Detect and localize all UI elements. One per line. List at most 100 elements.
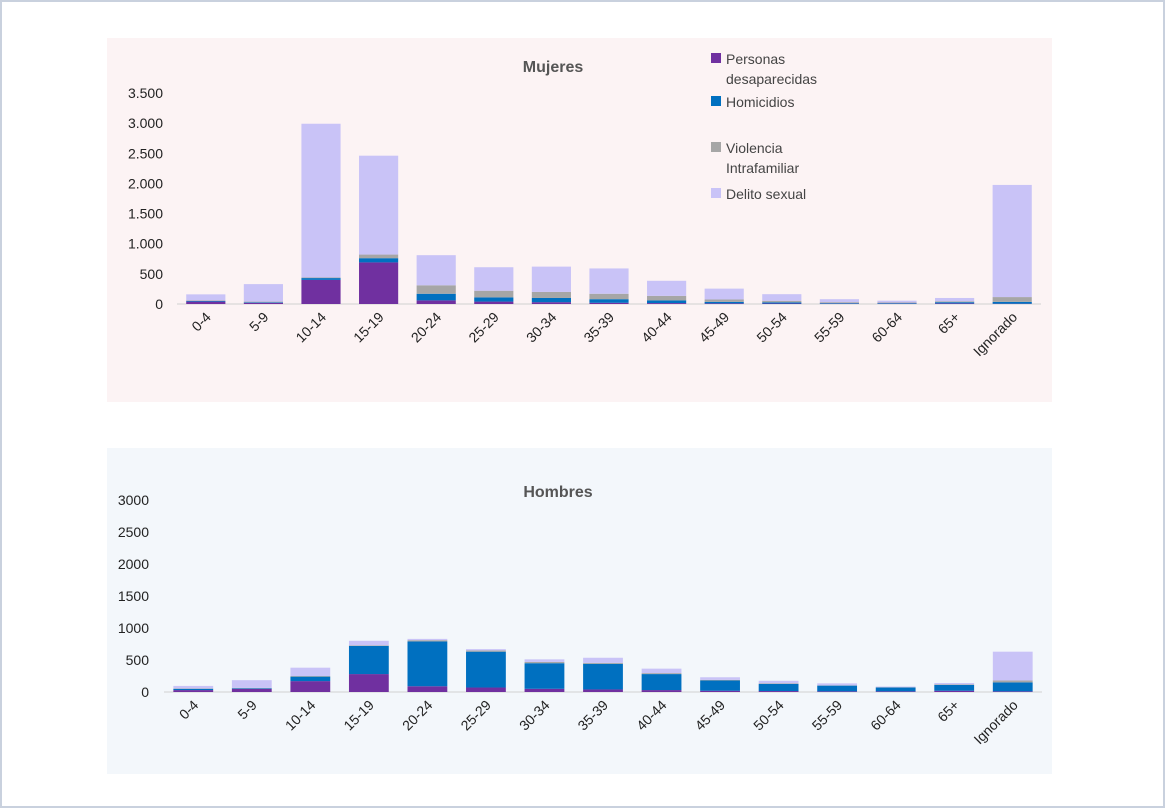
bar-hombres-35-39-s2 [583, 662, 623, 664]
bar-mujeres-10-14-s2 [301, 277, 341, 279]
x-tick-label: 25-29 [465, 309, 502, 346]
bar-hombres-0-4-s0 [173, 690, 214, 692]
bar-mujeres-15-19-s3 [359, 155, 399, 255]
bar-hombres-65+-s3 [934, 683, 975, 685]
y-tick-label: 3.500 [128, 85, 163, 101]
y-tick-label: 3.000 [128, 115, 163, 131]
bar-mujeres-5-9-s3 [243, 284, 283, 302]
bar-hombres-25-29-s1 [466, 651, 506, 688]
y-tick-label: 500 [126, 652, 150, 668]
bar-mujeres-25-29-s1 [474, 297, 514, 302]
bar-mujeres-35-39-s1 [589, 299, 629, 303]
bar-mujeres-45-49-s0 [704, 303, 744, 304]
bar-mujeres-60-64-s2 [877, 302, 917, 304]
legend-swatch-0 [711, 53, 721, 63]
bar-mujeres-30-34-s2 [531, 291, 571, 298]
bar-hombres-40-44-s2 [641, 673, 682, 675]
bar-hombres-30-34-s0 [524, 688, 565, 692]
bar-hombres-50-54-s2 [758, 683, 799, 684]
x-tick-label: Ignorado [970, 697, 1021, 748]
bar-mujeres-50-54-s3 [762, 294, 802, 301]
bar-mujeres-10-14-s3 [301, 123, 341, 278]
bar-hombres-40-44-s3 [641, 668, 682, 674]
bar-mujeres-0-4-s0 [186, 301, 226, 304]
bar-mujeres-65+-s3 [935, 297, 975, 302]
bar-mujeres-45-49-s2 [704, 299, 744, 302]
x-tick-label: 40-44 [638, 309, 675, 346]
bar-hombres-60-64-s3 [875, 686, 916, 688]
bar-hombres-20-24-s0 [407, 686, 448, 692]
x-tick-label: 10-14 [292, 309, 329, 346]
bar-hombres-25-29-s3 [466, 649, 506, 651]
legend-label-1: Homicidios [726, 94, 794, 110]
bar-hombres-Ignorado-s3 [992, 651, 1033, 681]
bar-hombres-55-59-s0 [817, 691, 858, 692]
x-tick-label: 60-64 [867, 697, 904, 734]
bar-mujeres-5-9-s1 [243, 302, 283, 303]
bar-mujeres-50-54-s1 [762, 302, 802, 304]
x-tick-label: 45-49 [692, 697, 729, 734]
x-tick-label: 55-59 [809, 697, 846, 734]
bar-mujeres-55-59-s2 [819, 302, 859, 304]
legend-label-3: Delito sexual [726, 186, 806, 202]
x-tick-label: 60-64 [868, 309, 905, 346]
bar-mujeres-0-4-s3 [186, 294, 226, 301]
y-tick-label: 2500 [118, 524, 149, 540]
bar-mujeres-20-24-s1 [416, 293, 456, 301]
bar-hombres-20-24-s1 [407, 641, 448, 687]
y-tick-label: 2.000 [128, 175, 163, 191]
y-tick-label: 1500 [118, 588, 149, 604]
legend-swatch-2 [711, 142, 721, 152]
legend-label-2: Violencia [726, 140, 783, 156]
x-tick-label: 65+ [934, 697, 962, 725]
x-tick-label: 40-44 [633, 697, 670, 734]
bar-hombres-30-34-s2 [524, 661, 565, 664]
bar-mujeres-0-4-s2 [186, 300, 226, 301]
y-tick-label: 0 [155, 296, 163, 312]
bar-mujeres-5-9-s0 [243, 302, 283, 304]
bar-hombres-50-54-s0 [758, 691, 799, 692]
bar-mujeres-55-59-s1 [819, 303, 859, 304]
bar-hombres-30-34-s1 [524, 663, 565, 689]
bar-mujeres-Ignorado-s1 [992, 301, 1032, 304]
x-tick-label: 10-14 [282, 697, 319, 734]
bar-hombres-50-54-s3 [758, 680, 799, 684]
bar-mujeres-65+-s2 [935, 301, 975, 303]
bar-mujeres-60-64-s3 [877, 300, 917, 303]
bar-mujeres-25-29-s2 [474, 290, 514, 298]
bar-hombres-65+-s0 [934, 690, 975, 692]
bar-hombres-25-29-s2 [466, 650, 506, 652]
x-tick-label: 20-24 [399, 697, 436, 734]
bar-mujeres-50-54-s2 [762, 300, 802, 303]
bar-mujeres-55-59-s3 [819, 299, 859, 303]
y-tick-label: 2000 [118, 556, 149, 572]
x-tick-label: 25-29 [457, 697, 494, 734]
bar-mujeres-15-19-s2 [359, 254, 399, 259]
x-tick-label: 65+ [935, 309, 963, 337]
bar-hombres-20-24-s3 [407, 638, 448, 641]
bar-mujeres-15-19-s0 [359, 262, 399, 304]
legend-label-0: desaparecidas [726, 71, 817, 87]
bar-hombres-45-49-s2 [700, 679, 740, 681]
bar-hombres-20-24-s2 [407, 640, 448, 642]
bar-mujeres-15-19-s1 [359, 258, 399, 263]
bar-hombres-5-9-s1 [231, 688, 272, 689]
bar-hombres-Ignorado-s0 [992, 691, 1033, 692]
bar-mujeres-35-39-s0 [589, 302, 629, 304]
y-tick-label: 0 [141, 684, 149, 700]
x-tick-label: 45-49 [696, 309, 733, 346]
bar-hombres-25-29-s0 [466, 687, 506, 692]
chart-title-hombres: Hombres [523, 484, 592, 501]
chart-title-mujeres: Mujeres [523, 59, 584, 76]
bar-mujeres-65+-s0 [935, 303, 975, 304]
chart-panel-mujeres [107, 38, 1052, 402]
bar-hombres-0-4-s1 [173, 688, 214, 691]
y-tick-label: 1.500 [128, 206, 163, 222]
bar-mujeres-65+-s1 [935, 302, 975, 304]
bar-hombres-65+-s2 [934, 684, 975, 685]
legend-label-2: Intrafamiliar [726, 160, 799, 176]
bar-hombres-45-49-s3 [700, 677, 740, 680]
bar-mujeres-20-24-s0 [416, 300, 456, 304]
x-tick-label: 5-9 [246, 309, 272, 335]
bar-hombres-10-14-s2 [290, 676, 331, 677]
